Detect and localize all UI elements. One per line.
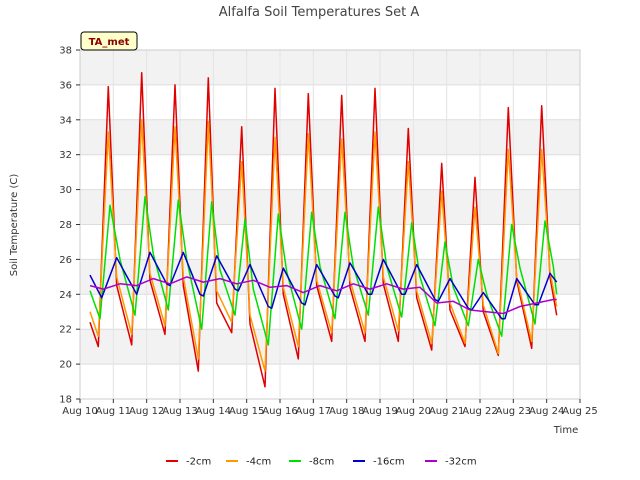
x-tick-label: Aug 10: [62, 406, 97, 417]
y-tick-label: 30: [59, 185, 72, 196]
tag-box: TA_met: [80, 31, 138, 51]
x-tick-label: Aug 18: [329, 406, 364, 417]
x-tick-label: Aug 25: [562, 406, 597, 417]
x-tick-label: Aug 24: [529, 406, 564, 417]
plot-band: [80, 189, 580, 225]
x-tick-label: Aug 17: [296, 406, 331, 417]
legend-label: -8cm: [309, 457, 334, 468]
x-tick-label: Aug 16: [262, 406, 297, 417]
y-tick-label: 18: [59, 395, 72, 406]
tag-box-frame: [80, 31, 138, 51]
x-tick-label: Aug 22: [462, 406, 497, 417]
legend-label: -2cm: [186, 457, 211, 468]
plot-band: [80, 119, 580, 155]
x-tick-label: Aug 12: [129, 406, 164, 417]
chart-title: Alfalfa Soil Temperatures Set A: [219, 5, 420, 20]
legend-label: -16cm: [373, 457, 405, 468]
x-tick-label: Aug 15: [229, 406, 264, 417]
x-tick-label: Aug 19: [362, 406, 397, 417]
x-tick-label: Aug 13: [162, 406, 197, 417]
y-tick-label: 22: [59, 325, 72, 336]
legend: -2cm -4cm -8cm -16cm -32cm: [166, 457, 477, 468]
x-tick-label: Aug 20: [396, 406, 431, 417]
x-tick-label: Aug 21: [429, 406, 464, 417]
x-tick-label: Aug 23: [496, 406, 531, 417]
legend-label: -4cm: [246, 457, 271, 468]
x-tick-label: Aug 11: [96, 406, 131, 417]
series-line-minus4cm: [89, 119, 558, 372]
x-axis-label: Time: [553, 425, 578, 436]
y-tick-label: 38: [59, 46, 72, 57]
series-line-minus8cm: [89, 195, 558, 346]
y-tick-label: 20: [59, 360, 72, 371]
y-tick-label: 32: [59, 150, 72, 161]
y-tick-label: 36: [59, 80, 72, 91]
y-tick-label: 34: [59, 115, 72, 126]
legend-label: -32cm: [445, 457, 477, 468]
x-tick-label: Aug 14: [196, 406, 231, 417]
y-tick-label: 28: [59, 220, 72, 231]
series-line-minus16cm: [89, 251, 558, 320]
series-layer: [89, 71, 558, 388]
y-tick-label: 24: [59, 290, 72, 301]
y-tick-label: 26: [59, 255, 72, 266]
series-line-minus32cm: [89, 276, 557, 315]
y-axis-label: Soil Temperature (C): [9, 174, 20, 277]
tag-label: TA_met: [89, 37, 130, 48]
plot-band: [80, 50, 580, 85]
